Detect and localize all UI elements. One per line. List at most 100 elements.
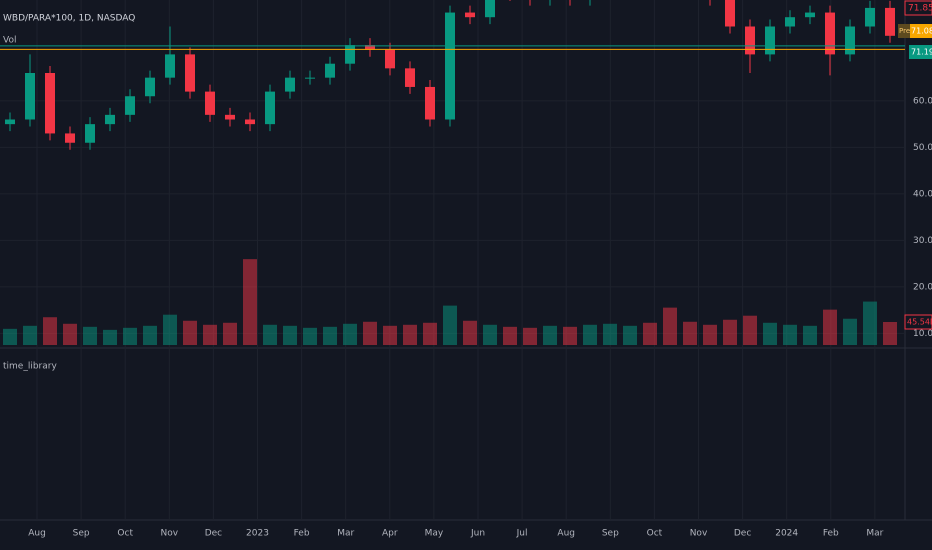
volume-bar [683, 321, 697, 345]
volume-bar [363, 321, 377, 345]
volume-bar [443, 305, 457, 345]
volume-bar [863, 301, 877, 345]
last-label-box [909, 45, 932, 59]
x-tick-label: Nov [161, 529, 179, 539]
volume-bar [243, 259, 257, 345]
candle-body [185, 54, 195, 92]
volume-bar [383, 325, 397, 345]
candle-body [265, 91, 275, 125]
candle-body [725, 0, 735, 27]
y-tick-label: 60.00 [913, 96, 932, 106]
y-tick-label: 10.00 [913, 329, 932, 339]
volume-bar [203, 324, 217, 345]
candle-body [845, 26, 855, 55]
volume-bar [123, 327, 137, 345]
x-tick-label: Mar [866, 529, 883, 539]
volume-bar [23, 325, 37, 345]
volume-bar [523, 327, 537, 345]
x-tick-label: Oct [117, 529, 133, 539]
volume-bar [823, 309, 837, 345]
pane-title[interactable]: time_library [3, 362, 57, 372]
candle-body [325, 63, 335, 78]
x-tick-label: Jul [516, 529, 528, 539]
y-tick-label: 40.00 [913, 189, 932, 199]
candle-body [345, 45, 355, 64]
volume-bar [323, 326, 337, 345]
candle-body [285, 77, 295, 92]
high-label: 71.85 [908, 4, 932, 14]
y-tick-label: 30.00 [913, 236, 932, 246]
volume-bar [403, 324, 417, 345]
volume-bar [563, 326, 577, 345]
candle-body [745, 26, 755, 55]
volume-bar [263, 324, 277, 345]
volume-bar [63, 323, 77, 345]
last-label: 71.19 [911, 48, 932, 57]
volume-bar [663, 307, 677, 345]
volume-bar [143, 325, 157, 345]
candle-body [465, 12, 475, 18]
volume-bar [743, 315, 757, 345]
candle-body [305, 77, 315, 79]
volume-bar [303, 327, 317, 345]
candle-body [885, 7, 895, 36]
candle-body [485, 0, 495, 18]
candle-body [405, 68, 415, 87]
volume-bar [483, 324, 497, 345]
axes: 10.00 20.00 30.00 40.00 50.00 60.00 Aug Sep Oct N… [28, 96, 932, 538]
pre-label: 71.08 [911, 27, 932, 36]
candles [0, 0, 905, 150]
candle-body [125, 96, 135, 115]
volume-bar [603, 323, 617, 345]
x-tick-label: Apr [382, 529, 398, 539]
candle-body [85, 124, 95, 143]
x-tick-label: Dec [205, 529, 222, 539]
pre-tag-box [898, 24, 910, 38]
x-tick-label: Sep [73, 529, 90, 539]
candle-body [425, 86, 435, 120]
pre-tag: Pre [899, 27, 910, 35]
volume-bar [423, 322, 437, 345]
candle-body [865, 7, 875, 27]
y-tick-label: 50.00 [913, 143, 932, 153]
candle-body [145, 77, 155, 97]
volume-bar [783, 324, 797, 345]
candle-body [825, 12, 835, 55]
candle-body [5, 119, 15, 125]
x-tick-label: Jun [470, 529, 485, 539]
candle-body [805, 12, 815, 18]
x-tick-label: Mar [337, 529, 354, 539]
candle-body [225, 114, 235, 120]
x-tick-label: Nov [690, 529, 708, 539]
symbol-title[interactable]: WBD/PARA*100, 1D, NASDAQ [3, 14, 135, 24]
volume-bars [3, 259, 897, 345]
candle-body [445, 12, 455, 120]
volume-bar [283, 325, 297, 345]
candle-body [765, 26, 775, 55]
x-tick-label: Dec [734, 529, 751, 539]
candle-body [25, 72, 35, 120]
candle-body [785, 17, 795, 27]
high-label-box [904, 0, 932, 16]
candle-body [245, 119, 255, 125]
volume-bar [3, 328, 17, 345]
volume-title[interactable]: Vol [3, 36, 16, 46]
volume-bar [763, 322, 777, 345]
volume-bar [463, 320, 477, 345]
candle-body [365, 45, 375, 50]
x-tick-label: Sep [602, 529, 619, 539]
volume-bar [223, 322, 237, 345]
volume-bar [83, 326, 97, 345]
x-tick-label: May [425, 529, 444, 539]
volume-bar [543, 325, 557, 345]
volume-bar [843, 318, 857, 345]
volume-bar [623, 325, 637, 345]
x-tick-label: Oct [647, 529, 663, 539]
volume-bar [583, 324, 597, 345]
volume-bar [643, 322, 657, 345]
x-tick-label: Feb [294, 529, 310, 539]
x-tick-label: 2024 [775, 529, 798, 539]
volume-bar [163, 314, 177, 345]
